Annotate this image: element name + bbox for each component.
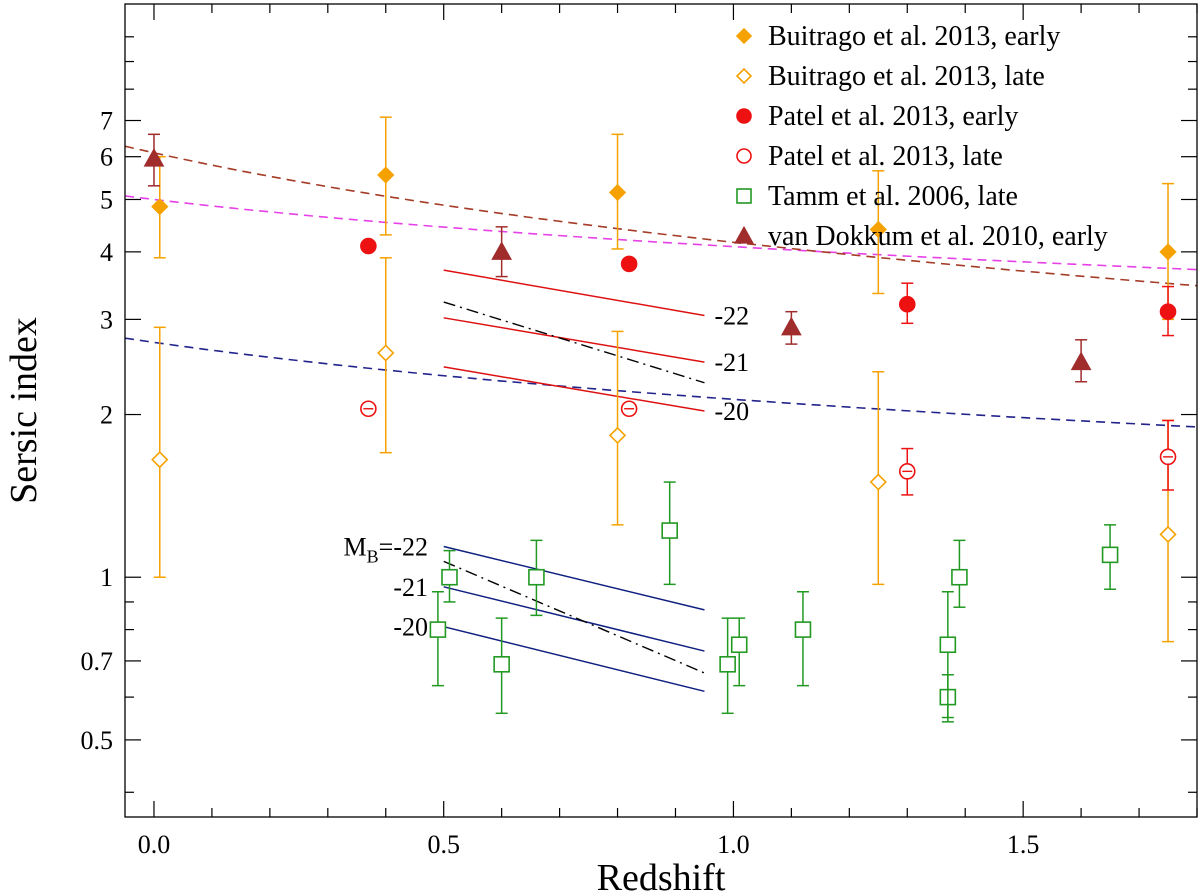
y-axis-title: Sersic index: [3, 317, 45, 504]
dashdot-line: [443, 301, 705, 384]
magnitude-line: [443, 366, 705, 412]
legend-marker: [736, 188, 752, 204]
magnitude-line: [443, 545, 705, 611]
magnitude-line-label: MB=-22: [344, 532, 428, 566]
data-point: [620, 255, 638, 273]
magnitude-line: [443, 586, 705, 652]
data-point: [661, 522, 678, 539]
data-point: [1070, 351, 1092, 371]
data-point: [360, 237, 377, 255]
y-tick-label: 7: [100, 107, 113, 136]
magnitude-line-label: -20: [393, 613, 428, 642]
legend-marker: [736, 108, 752, 124]
data-point: [730, 636, 748, 654]
y-tick-label: 4: [100, 238, 113, 267]
data-point: [869, 473, 887, 491]
legend-label: Patel et al. 2013, late: [768, 141, 1003, 172]
data-point: [939, 636, 957, 654]
data-point: [151, 198, 169, 216]
x-tick-label: 1.5: [1007, 830, 1040, 859]
axes: 0.0 0.5 1.0 1.5 0.5 0.7 1 2 3 4 5 6 7: [81, 4, 1198, 859]
magnitude-line-label: -20: [714, 397, 749, 426]
y-tick-label: 0.5: [81, 726, 114, 755]
y-tick-label: 1: [100, 563, 113, 592]
data-point: [377, 344, 395, 362]
legend-marker: [736, 148, 752, 164]
x-tick-label: 0.5: [427, 830, 460, 859]
data-point: [491, 241, 513, 260]
legend-label: Buitrago et al. 2013, late: [768, 61, 1045, 92]
data-point: [951, 568, 968, 586]
y-tick-label: 0.7: [81, 647, 114, 676]
data-point: [608, 426, 627, 445]
plot-frame: [124, 3, 1198, 818]
data-point: [1159, 243, 1177, 261]
data-points: [143, 116, 1177, 723]
data-point: [493, 656, 510, 673]
magnitude-line-label: -21: [393, 573, 428, 602]
x-tick-label: 0.0: [138, 830, 171, 859]
data-point: [794, 621, 812, 638]
magnitude-line: [443, 625, 705, 693]
data-point: [608, 183, 627, 202]
legend-label: Tamm et al. 2006, late: [768, 181, 1018, 212]
data-point: [429, 621, 447, 638]
magnitude-line-label: -21: [714, 348, 749, 377]
data-point: [143, 148, 165, 167]
legend: Buitrago et al. 2013, early Buitrago et a…: [734, 21, 1108, 252]
legend-marker: [735, 27, 753, 45]
y-tick-label: 2: [100, 401, 113, 430]
x-axis-title: Redshift: [597, 857, 726, 896]
legend-label: Patel et al. 2013, early: [768, 101, 1018, 132]
data-point: [781, 316, 802, 336]
dashed-fit-line: [124, 337, 1198, 428]
data-point: [898, 295, 916, 313]
dashed-fit-line: [124, 145, 1198, 287]
data-point: [1159, 303, 1177, 320]
legend-marker: [734, 225, 754, 244]
magnitude-line: [443, 317, 705, 363]
data-point: [441, 568, 458, 586]
y-tick-label: 6: [100, 143, 113, 172]
magnitude-line: [443, 269, 705, 317]
magnitude-line-label: -22: [714, 301, 749, 330]
legend-label: van Dokkum et al. 2010, early: [768, 221, 1108, 252]
data-point: [869, 220, 887, 239]
legend-label: Buitrago et al. 2013, early: [768, 21, 1060, 52]
dashed-fit-lines: [124, 145, 1198, 428]
data-point: [151, 451, 169, 469]
magnitude-relation-lines: -22 -21 -20 MB=-22 -21 -20: [344, 269, 749, 693]
data-point: [528, 568, 545, 586]
y-tick-label: 5: [100, 185, 113, 214]
data-point: [719, 656, 736, 673]
y-tick-label: 3: [100, 305, 113, 334]
data-point: [1159, 525, 1177, 544]
data-point: [377, 166, 395, 184]
x-tick-label: 1.0: [717, 830, 750, 859]
data-point: [1101, 546, 1119, 564]
legend-marker: [735, 67, 753, 85]
